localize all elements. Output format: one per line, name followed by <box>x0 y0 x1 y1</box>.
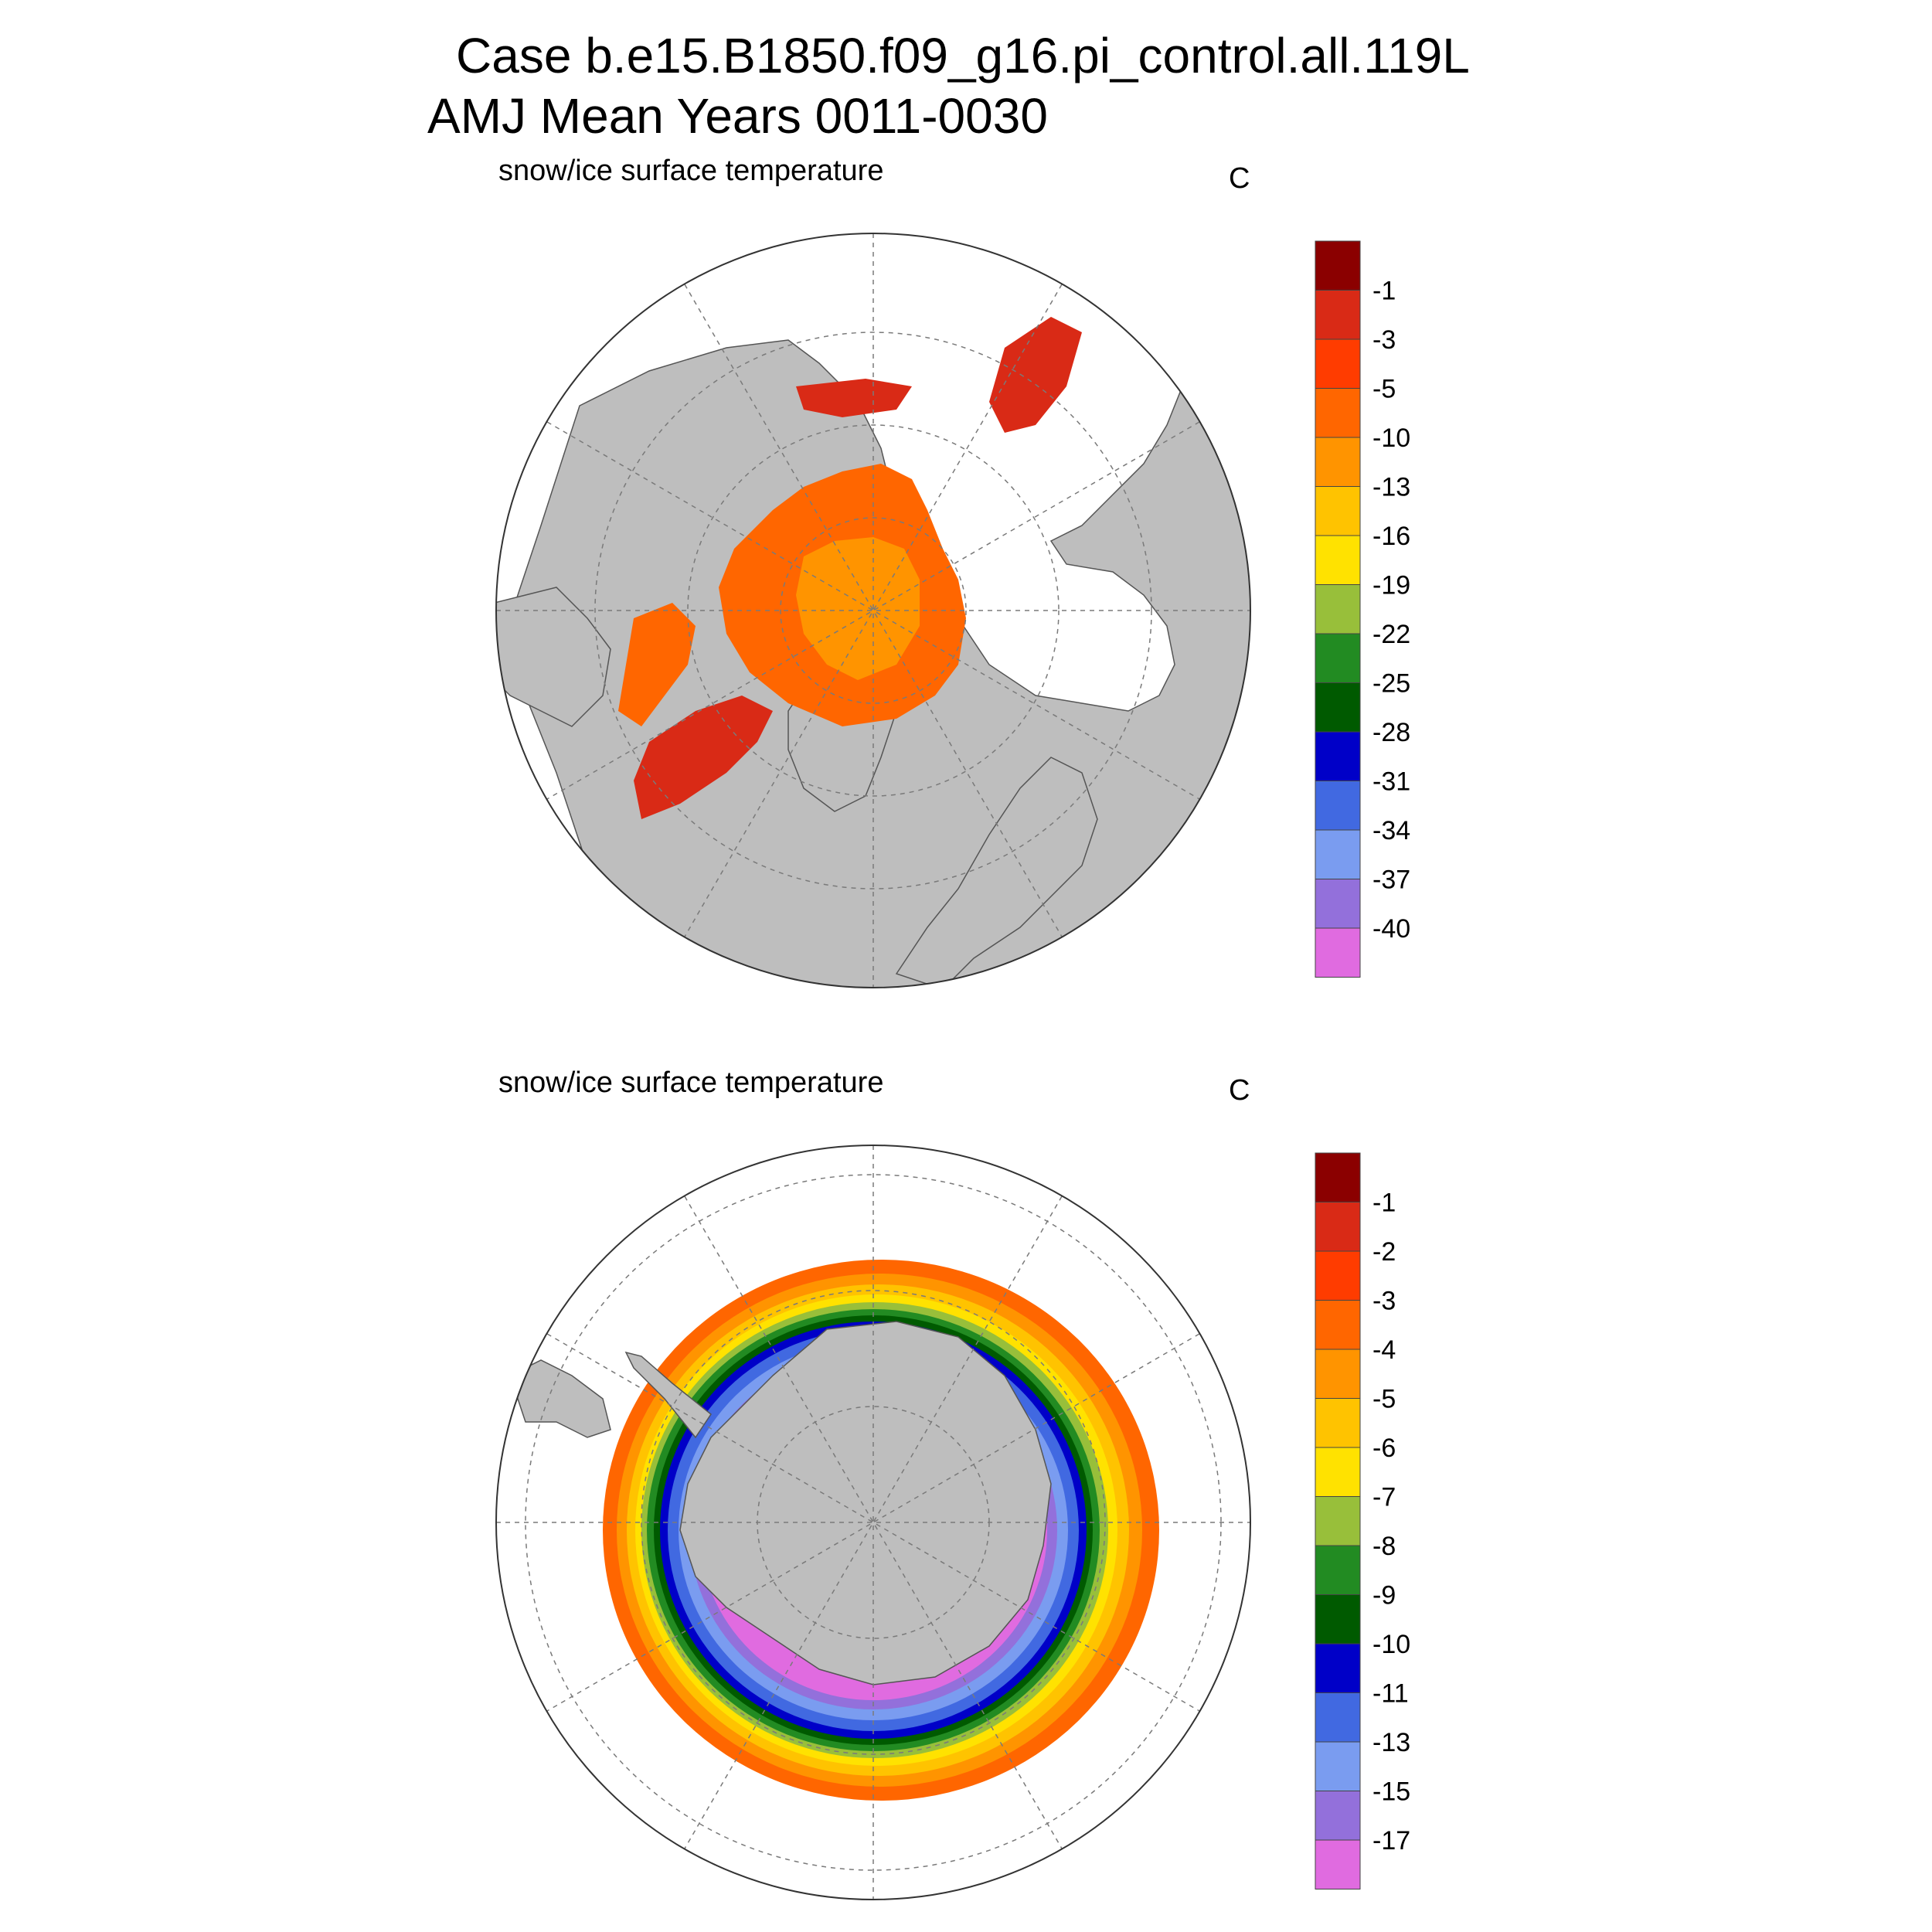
south-colorbar: -1 -2 -3 -4 -5 -6 -7 -8 -9 -10 -11 -13 -15 -17 <box>1315 1152 1410 1889</box>
north-colorbar-label: -28 <box>1372 718 1410 747</box>
south-colorbar-swatch <box>1315 1594 1361 1645</box>
south-colorbar-swatch <box>1315 1398 1361 1448</box>
north-subtitle: snow/ice surface temperature <box>498 155 884 187</box>
plot-title-line-1: Case b.e15.B1850.f09_g16.pi_control.all.… <box>456 28 1470 83</box>
north-colorbar-label: -19 <box>1372 571 1410 600</box>
south-subtitle: snow/ice surface temperature <box>498 1066 884 1099</box>
north-graticule <box>496 233 1250 988</box>
south-colorbar-label: -6 <box>1372 1434 1396 1463</box>
north-colorbar-swatch <box>1315 584 1361 634</box>
north-units: C <box>1229 162 1250 195</box>
south-colorbar-swatch <box>1315 1839 1361 1889</box>
south-colorbar-label: -1 <box>1372 1189 1396 1218</box>
north-land-scandinavia <box>895 757 1098 988</box>
north-colorbar-swatch <box>1315 633 1361 683</box>
north-ice-inner <box>796 537 920 680</box>
plot-title-line-2: AMJ Mean Years 0011-0030 <box>427 88 1048 144</box>
south-colorbar-label: -3 <box>1372 1287 1396 1316</box>
north-colorbar-label: -13 <box>1372 473 1410 502</box>
north-ice-okhotsk <box>989 317 1082 433</box>
south-colorbar-swatch <box>1315 1202 1361 1252</box>
north-colorbar-swatch <box>1315 781 1361 831</box>
north-colorbar-label: -31 <box>1372 767 1410 797</box>
south-colorbar-label: -10 <box>1372 1630 1410 1659</box>
south-colorbar-swatch <box>1315 1152 1361 1202</box>
north-colorbar-swatch <box>1315 290 1361 340</box>
south-colorbar-label: -5 <box>1372 1385 1396 1414</box>
south-graticule <box>496 1145 1250 1900</box>
north-colorbar-label: -40 <box>1372 914 1410 944</box>
north-colorbar-swatch <box>1315 731 1361 781</box>
south-colorbar-swatch <box>1315 1692 1361 1743</box>
north-colorbar-label: -34 <box>1372 816 1410 845</box>
north-colorbar-swatch <box>1315 388 1361 438</box>
north-colorbar-label: -16 <box>1372 522 1410 551</box>
south-land-antarctic-peninsula <box>624 1351 713 1439</box>
north-colorbar-swatch <box>1315 437 1361 487</box>
north-colorbar-swatch <box>1315 240 1361 291</box>
north-colorbar-swatch <box>1315 829 1361 879</box>
north-colorbar-label: -1 <box>1372 277 1396 306</box>
south-colorbar-label: -8 <box>1372 1532 1396 1561</box>
north-colorbar-label: -10 <box>1372 423 1410 453</box>
north-colorbar-swatch <box>1315 338 1361 389</box>
south-colorbar-label: -2 <box>1372 1237 1396 1267</box>
south-land-south-america <box>509 1359 611 1438</box>
north-colorbar-label: -5 <box>1372 375 1396 404</box>
south-colorbar-swatch <box>1315 1496 1361 1546</box>
south-colorbar-swatch <box>1315 1250 1361 1301</box>
south-polar-map <box>495 1145 1251 1900</box>
south-colorbar-swatch <box>1315 1349 1361 1399</box>
south-colorbar-swatch <box>1315 1643 1361 1693</box>
north-ice-bering <box>796 379 912 417</box>
north-colorbar-swatch <box>1315 927 1361 978</box>
south-colorbar-swatch <box>1315 1300 1361 1350</box>
south-colorbar-swatch <box>1315 1741 1361 1791</box>
north-colorbar-swatch <box>1315 879 1361 929</box>
south-colorbar-label: -11 <box>1372 1679 1409 1709</box>
south-colorbar-swatch <box>1315 1545 1361 1595</box>
south-colorbar-label: -13 <box>1372 1728 1410 1757</box>
south-units: C <box>1229 1074 1250 1107</box>
south-colorbar-label: -15 <box>1372 1777 1410 1807</box>
south-colorbar-label: -17 <box>1372 1826 1410 1855</box>
north-colorbar-swatch <box>1315 535 1361 585</box>
north-ice-baffin-labrador <box>618 603 696 726</box>
north-colorbar-swatch <box>1315 486 1361 536</box>
south-land-antarctica <box>679 1321 1052 1685</box>
north-polar-map <box>495 233 1251 988</box>
north-colorbar-label: -3 <box>1372 325 1396 355</box>
south-colorbar-swatch <box>1315 1447 1361 1497</box>
north-colorbar-label: -37 <box>1372 866 1410 895</box>
north-colorbar-label: -22 <box>1372 620 1410 649</box>
north-ice-labrador-sea <box>634 696 773 819</box>
north-colorbar: -1 -3 -5 -10 -13 -16 -19 -22 -25 -28 -31 -34 -37 -40 <box>1315 240 1410 978</box>
south-colorbar-label: -4 <box>1372 1335 1396 1365</box>
south-colorbar-label: -7 <box>1372 1483 1396 1512</box>
north-colorbar-swatch <box>1315 682 1361 733</box>
south-colorbar-swatch <box>1315 1791 1361 1841</box>
south-colorbar-label: -9 <box>1372 1581 1396 1611</box>
north-colorbar-label: -25 <box>1372 669 1410 699</box>
